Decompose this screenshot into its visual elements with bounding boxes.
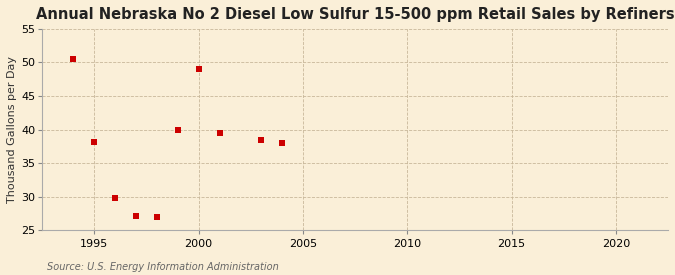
Point [214, 131, 225, 135]
Point [172, 127, 183, 132]
Point [131, 214, 142, 219]
Point [193, 67, 204, 71]
Text: Source: U.S. Energy Information Administration: Source: U.S. Energy Information Administ… [47, 262, 279, 272]
Point [151, 215, 162, 219]
Point [68, 57, 79, 61]
Point [256, 138, 267, 142]
Point [110, 196, 121, 200]
Title: Annual Nebraska No 2 Diesel Low Sulfur 15-500 ppm Retail Sales by Refiners: Annual Nebraska No 2 Diesel Low Sulfur 1… [36, 7, 674, 22]
Point [277, 141, 288, 145]
Point [89, 139, 100, 144]
Y-axis label: Thousand Gallons per Day: Thousand Gallons per Day [7, 56, 17, 203]
